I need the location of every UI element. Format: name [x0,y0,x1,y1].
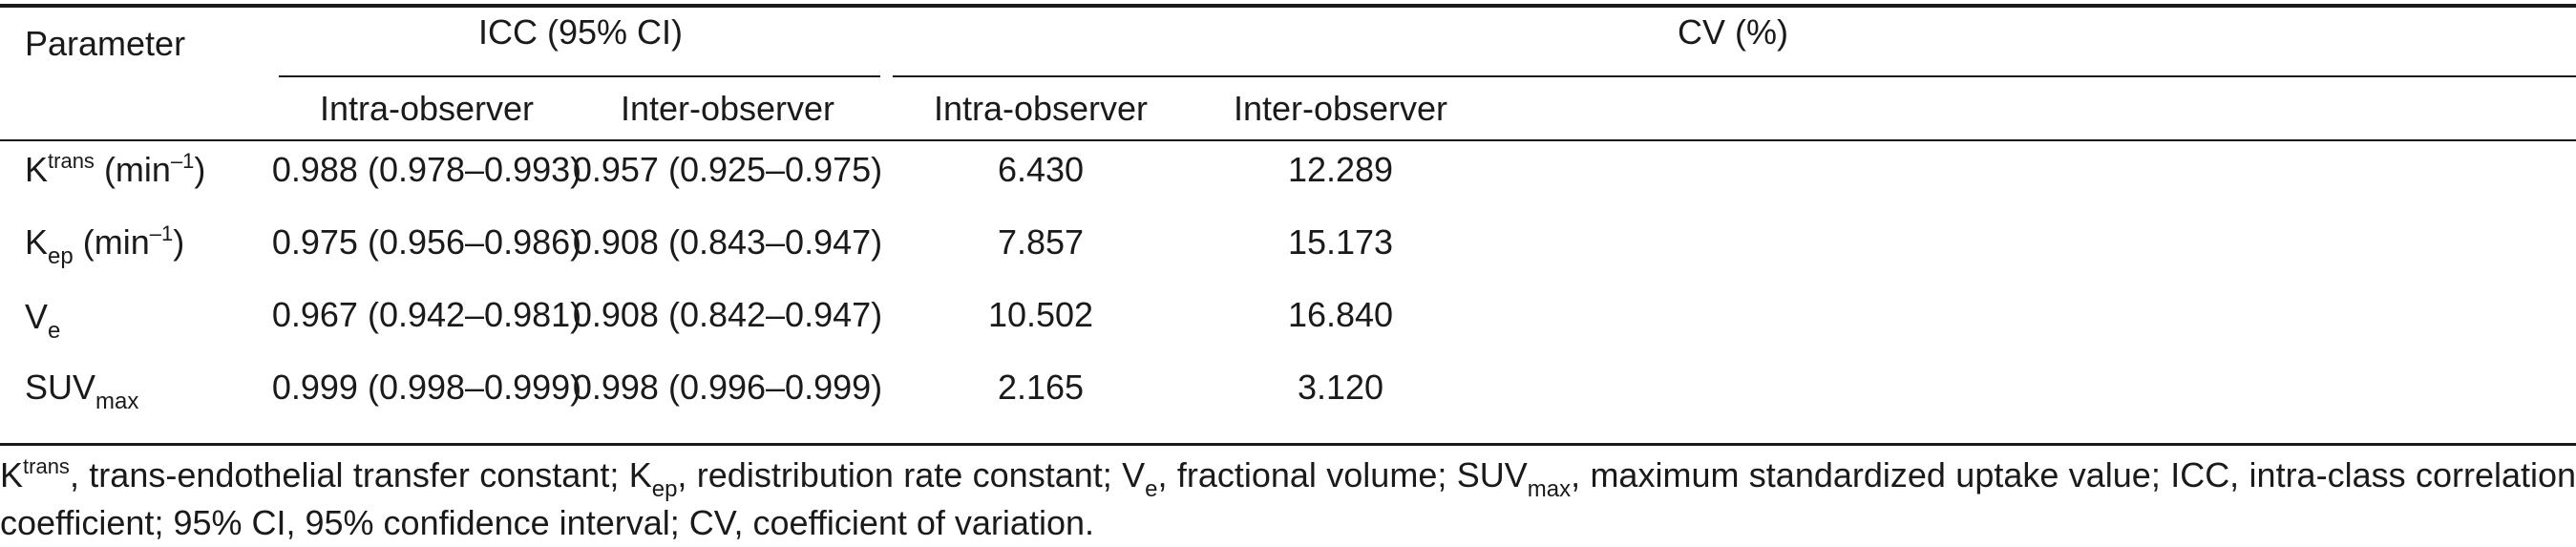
row-parameter: Kep (min–1) [25,221,185,269]
row-icc-inter: 0.908 (0.842–0.947) [572,295,883,334]
header-cv-inter: Inter-observer [1233,89,1448,128]
row-parameter: SUVmax [25,368,139,414]
row-cv-intra: 6.430 [997,150,1085,189]
icc-group-rule [279,75,880,77]
header-icc-group: ICC (95% CI) [477,12,684,52]
cv-group-rule [893,75,2576,77]
row-icc-inter: 0.957 (0.925–0.975) [572,150,883,189]
header-icc-inter: Inter-observer [620,89,835,128]
row-parameter: Ve [25,297,61,344]
header-parameter: Parameter [25,24,186,63]
row-cv-inter: 16.840 [1287,295,1394,334]
header-cv-group: CV (%) [1678,12,1788,52]
row-cv-intra: 7.857 [997,222,1085,262]
row-icc-inter: 0.998 (0.996–0.999) [572,368,883,407]
row-cv-intra: 2.165 [997,368,1085,407]
row-cv-intra: 10.502 [987,295,1094,334]
bottom-rule [0,443,2576,446]
row-cv-inter: 12.289 [1287,150,1394,189]
row-cv-inter: 3.120 [1297,368,1384,407]
table-footnote: Ktrans, trans-endothelial transfer const… [0,454,2576,542]
header-cv-intra: Intra-observer [933,89,1149,128]
row-icc-intra: 0.999 (0.998–0.999) [271,368,582,407]
header-icc-intra: Intra-observer [319,89,535,128]
row-cv-inter: 15.173 [1287,222,1394,262]
row-icc-inter: 0.908 (0.843–0.947) [572,222,883,262]
row-icc-intra: 0.988 (0.978–0.993) [271,150,582,189]
row-icc-intra: 0.967 (0.942–0.981) [271,295,582,334]
header-rule [0,139,2576,141]
top-rule [0,4,2576,8]
row-parameter: Ktrans (min–1) [25,149,206,189]
row-icc-intra: 0.975 (0.956–0.986) [271,222,582,262]
